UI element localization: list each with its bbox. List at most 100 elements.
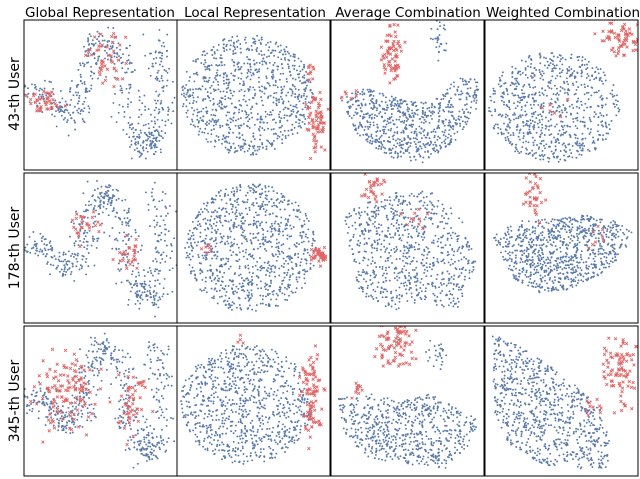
red-x-point bbox=[315, 130, 320, 134]
blue-dot-point bbox=[552, 153, 554, 155]
blue-dot-point bbox=[261, 85, 263, 88]
blue-dot-point bbox=[108, 48, 111, 51]
blue-dot-point bbox=[232, 74, 235, 77]
blue-dot-point bbox=[449, 106, 452, 109]
blue-dot-point bbox=[87, 252, 90, 254]
red-x-point bbox=[379, 45, 384, 49]
blue-dot-point bbox=[67, 111, 70, 114]
blue-dot-point bbox=[583, 125, 586, 128]
blue-dot-point bbox=[433, 105, 436, 108]
blue-dot-point bbox=[395, 118, 398, 121]
blue-dot-point bbox=[548, 134, 551, 137]
blue-dot-point bbox=[215, 257, 218, 260]
blue-dot-point bbox=[526, 124, 529, 127]
blue-dot-point bbox=[372, 121, 375, 124]
red-x-point bbox=[393, 64, 398, 68]
blue-dot-point bbox=[128, 237, 131, 240]
red-x-point bbox=[40, 96, 44, 100]
blue-dot-point bbox=[502, 132, 505, 135]
blue-dot-point bbox=[409, 220, 411, 223]
red-x-point bbox=[74, 227, 78, 231]
blue-dot-point bbox=[538, 53, 541, 56]
blue-dot-point bbox=[402, 131, 405, 134]
blue-dot-point bbox=[231, 205, 234, 208]
blue-dot-point bbox=[35, 243, 38, 246]
blue-dot-point bbox=[539, 158, 542, 161]
blue-dot-point bbox=[97, 196, 100, 199]
blue-dot-point bbox=[347, 112, 350, 115]
blue-dot-point bbox=[39, 248, 42, 251]
blue-dot-point bbox=[62, 260, 65, 263]
blue-dot-point bbox=[211, 257, 213, 260]
blue-dot-point bbox=[157, 112, 160, 115]
blue-dot-point bbox=[445, 212, 447, 215]
blue-dot-point bbox=[246, 104, 248, 107]
blue-dot-point bbox=[227, 78, 230, 81]
blue-dot-point bbox=[611, 93, 614, 96]
blue-dot-point bbox=[77, 111, 80, 114]
blue-dot-point bbox=[243, 94, 246, 97]
blue-dot-point bbox=[469, 112, 472, 114]
blue-dot-point bbox=[239, 226, 242, 229]
blue-dot-point bbox=[267, 49, 270, 52]
blue-dot-point bbox=[97, 212, 100, 215]
blue-dot-point bbox=[513, 102, 515, 105]
blue-dot-point bbox=[527, 95, 530, 98]
blue-dot-point bbox=[583, 93, 586, 96]
blue-dot-point bbox=[260, 43, 262, 45]
blue-dot-point bbox=[426, 107, 429, 110]
blue-dot-point bbox=[187, 233, 190, 235]
blue-dot-point bbox=[516, 150, 519, 153]
blue-dot-point bbox=[225, 210, 228, 213]
blue-dot-point bbox=[256, 47, 259, 49]
blue-dot-point bbox=[254, 236, 257, 239]
blue-dot-point bbox=[554, 101, 557, 104]
blue-dot-point bbox=[270, 128, 273, 131]
blue-dot-point bbox=[280, 58, 283, 61]
blue-dot-point bbox=[193, 241, 196, 244]
blue-dot-point bbox=[196, 96, 199, 99]
blue-dot-point bbox=[381, 92, 384, 95]
blue-dot-point bbox=[542, 93, 545, 96]
blue-dot-point bbox=[581, 71, 584, 74]
blue-dot-point bbox=[381, 265, 384, 268]
blue-dot-point bbox=[385, 279, 388, 282]
blue-dot-point bbox=[155, 215, 158, 218]
blue-dot-point bbox=[460, 116, 463, 119]
blue-dot-point bbox=[398, 138, 401, 141]
blue-dot-point bbox=[163, 239, 166, 242]
blue-dot-point bbox=[188, 102, 191, 105]
blue-dot-point bbox=[285, 46, 288, 48]
blue-dot-point bbox=[275, 304, 278, 307]
red-x-point bbox=[83, 53, 88, 58]
blue-dot-point bbox=[387, 128, 390, 131]
blue-dot-point bbox=[153, 146, 156, 149]
blue-dot-point bbox=[275, 238, 278, 241]
blue-dot-point bbox=[51, 113, 54, 116]
blue-dot-point bbox=[236, 149, 239, 152]
blue-dot-point bbox=[272, 84, 275, 87]
blue-dot-point bbox=[129, 116, 132, 119]
blue-dot-point bbox=[293, 64, 296, 67]
blue-dot-point bbox=[239, 149, 242, 151]
red-x-point bbox=[24, 93, 29, 98]
blue-dot-point bbox=[348, 107, 351, 110]
blue-dot-point bbox=[287, 284, 290, 287]
blue-dot-point bbox=[224, 192, 227, 195]
red-x-point bbox=[620, 44, 624, 48]
blue-dot-point bbox=[375, 134, 378, 137]
blue-dot-point bbox=[213, 119, 216, 122]
blue-dot-point bbox=[206, 269, 209, 272]
blue-dot-point bbox=[218, 295, 221, 298]
blue-dot-point bbox=[452, 124, 454, 127]
blue-dot-point bbox=[559, 90, 562, 92]
blue-dot-point bbox=[446, 270, 449, 273]
blue-dot-point bbox=[396, 142, 399, 145]
blue-dot-point bbox=[188, 229, 191, 232]
blue-dot-point bbox=[147, 122, 150, 125]
blue-dot-point bbox=[533, 121, 536, 124]
blue-dot-point bbox=[515, 148, 518, 151]
blue-dot-point bbox=[162, 251, 165, 254]
blue-dot-point bbox=[296, 132, 299, 134]
blue-dot-point bbox=[261, 302, 264, 305]
